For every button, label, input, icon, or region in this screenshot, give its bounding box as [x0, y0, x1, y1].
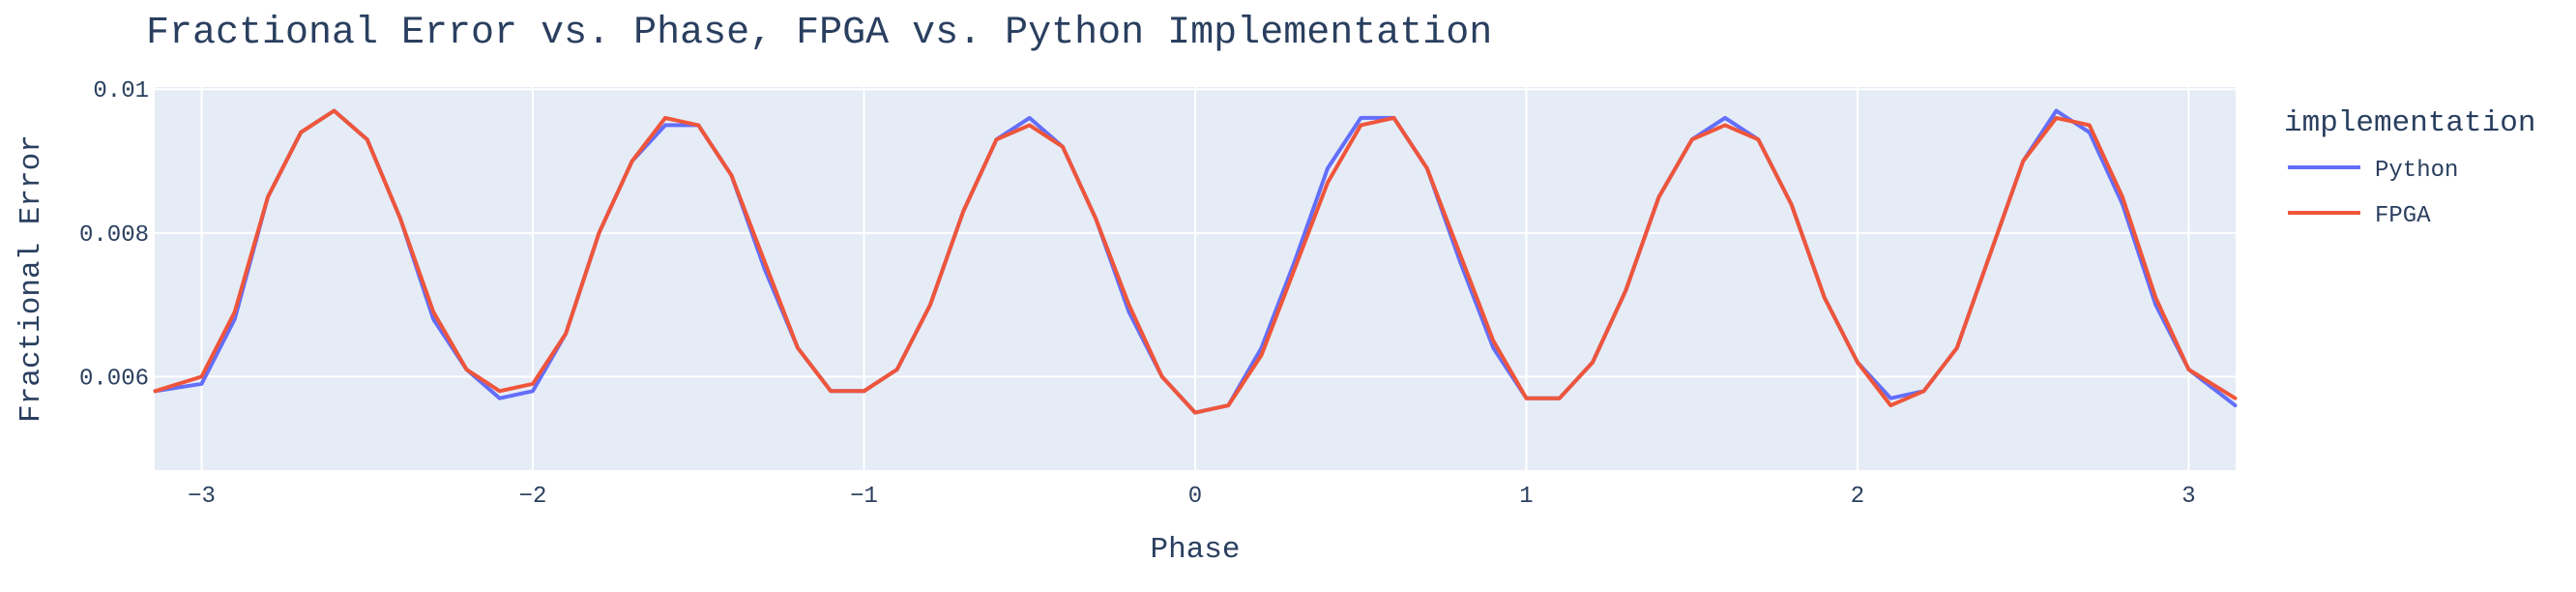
legend-title: implementation	[2284, 106, 2535, 140]
y-tick-label: 0.01	[93, 78, 149, 104]
x-tick-label: 1	[1519, 484, 1533, 510]
legend-label-python: Python	[2375, 158, 2458, 184]
series-lines	[153, 108, 2238, 415]
chart-title: Fractional Error vs. Phase, FPGA vs. Pyt…	[146, 12, 1492, 55]
series-line-fpga	[153, 108, 2238, 415]
y-tick-label: 0.008	[79, 222, 149, 249]
y-axis-ticks: 0.006 0.008 0.01	[79, 78, 149, 392]
legend-label-fpga: FPGA	[2375, 203, 2431, 229]
x-tick-label: −2	[519, 484, 547, 510]
x-tick-label: 3	[2181, 484, 2195, 510]
y-tick-label: 0.006	[79, 366, 149, 392]
x-tick-label: −3	[188, 484, 216, 510]
grid-lines	[155, 87, 2236, 470]
x-axis-ticks: −3 −2 −1 0 1 2 3	[188, 484, 2196, 510]
legend: implementation Python FPGA	[2284, 106, 2535, 229]
x-tick-label: 2	[1851, 484, 1864, 510]
x-tick-label: −1	[850, 484, 878, 510]
legend-items: Python FPGA	[2288, 158, 2458, 229]
x-tick-label: 0	[1188, 484, 1202, 510]
x-axis-title: Phase	[1150, 533, 1240, 567]
y-axis-title: Fractional Error	[15, 134, 48, 423]
